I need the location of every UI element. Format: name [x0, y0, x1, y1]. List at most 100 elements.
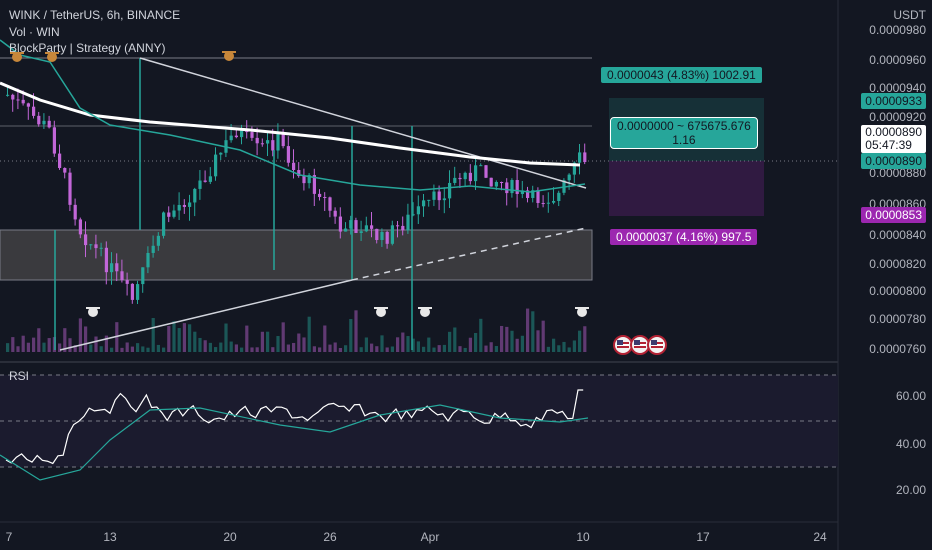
time-axis-label: 17 [696, 530, 710, 544]
volume-bar [312, 346, 316, 352]
volume-bar [188, 324, 192, 352]
volume-bar [510, 330, 514, 352]
volume-legend[interactable]: Vol · WIN [9, 25, 60, 39]
volume-bar [172, 321, 176, 352]
candle-body [318, 193, 322, 197]
volume-bar [130, 346, 134, 352]
candle-body [510, 180, 514, 194]
volume-bar [536, 330, 540, 352]
volume-bar [21, 335, 25, 352]
bull-face-icon-shape [12, 52, 22, 62]
time-axis-label: 7 [5, 530, 13, 544]
bull-face-icon[interactable] [45, 52, 59, 62]
volume-bar [578, 330, 582, 352]
bull-face-icon[interactable] [10, 52, 24, 62]
price-axis-label: 0.0000920 [869, 110, 926, 124]
candle-body [255, 137, 259, 144]
volume-bar [520, 335, 524, 352]
volume-bar [214, 347, 218, 352]
volume-bar [58, 343, 62, 352]
rsi-legend[interactable]: RSI [9, 369, 30, 383]
candle-body [245, 130, 249, 133]
candle-body [370, 225, 374, 229]
symbol-title[interactable]: WINK / TetherUS, 6h, BINANCE [9, 8, 181, 22]
candle-body [141, 267, 145, 285]
rsi-axis-label: 60.00 [895, 389, 926, 403]
volume-bar [474, 332, 478, 352]
time-axis-label: 13 [103, 530, 117, 544]
strategy-legend[interactable]: BlockParty | Strategy (ANNY) [9, 41, 166, 55]
bull-face-icon-horns [222, 51, 236, 53]
price-badge-stop: 0.0000853 [861, 207, 926, 223]
risk-reward-tag[interactable]: 0.0000000 ~ 675675.676 1.16 [610, 117, 758, 149]
volume-bar [494, 346, 498, 352]
candle-body [536, 190, 540, 204]
volume-bar [73, 345, 77, 352]
candle-body [463, 172, 467, 180]
candle-body [63, 167, 67, 173]
candle-body [260, 143, 264, 145]
rsi-axis-label: 20.00 [895, 483, 926, 497]
volume-bar [442, 344, 446, 352]
candle-body [302, 176, 306, 184]
volume-bar [364, 337, 368, 352]
candle-body [489, 177, 493, 187]
cow-face-icon[interactable] [86, 307, 100, 317]
target-tag[interactable]: 0.0000043 (4.83%) 1002.91 [601, 67, 762, 83]
volume-bar [156, 344, 160, 352]
candle-body [156, 235, 160, 246]
candle-body [78, 219, 82, 235]
us-flag-event-icon[interactable] [647, 335, 667, 355]
volume-bar [567, 347, 571, 352]
rsi-line [5, 389, 584, 465]
candle-body [583, 152, 587, 163]
candle-body [344, 228, 348, 232]
us-flag-event-icon[interactable] [613, 335, 633, 355]
price-axis-label: 0.0000800 [869, 284, 926, 298]
candle-body [494, 181, 498, 187]
cow-face-icon[interactable] [418, 307, 432, 317]
volume-bar [416, 341, 420, 352]
candle-body [531, 190, 535, 198]
volume-bar [505, 326, 509, 352]
candle-body [52, 127, 56, 154]
candle-body [312, 175, 316, 194]
candle-body [323, 196, 327, 198]
volume-bar [437, 345, 441, 352]
volume-bar [146, 347, 150, 352]
price-axis-label: 0.0000880 [869, 166, 926, 180]
ascending-trendline [59, 279, 353, 351]
candle-body [162, 212, 166, 236]
rsi-axis-label: 40.00 [895, 437, 926, 451]
volume-bar [396, 337, 400, 352]
volume-bar [120, 347, 124, 352]
candle-body [266, 140, 270, 144]
candle-body [177, 204, 181, 211]
volume-bar [32, 337, 36, 352]
volume-bar [245, 325, 249, 352]
candle-body [385, 232, 389, 244]
volume-bar [489, 342, 493, 352]
volume-bar [203, 340, 207, 352]
candle-body [286, 146, 290, 163]
price-axis-label: 0.0000940 [869, 81, 926, 95]
bull-face-icon-horns [45, 52, 59, 54]
candle-body [234, 135, 238, 138]
price-axis-label: 0.0000760 [869, 342, 926, 356]
volume-bar [182, 323, 186, 352]
volume-bar [583, 326, 587, 352]
time-axis-label: 24 [813, 530, 827, 544]
volume-bar [125, 342, 129, 352]
cow-face-icon[interactable] [575, 307, 589, 317]
bull-face-icon[interactable] [222, 51, 236, 61]
candle-body [99, 247, 103, 249]
volume-bar [99, 346, 103, 352]
stop-tag[interactable]: 0.0000037 (4.16%) 997.5 [610, 229, 758, 245]
cow-face-icon[interactable] [374, 307, 388, 317]
volume-bar [89, 344, 93, 352]
candle-body [557, 192, 561, 202]
volume-bar [526, 308, 530, 352]
volume-bar [68, 338, 72, 352]
candle-body [271, 140, 275, 151]
